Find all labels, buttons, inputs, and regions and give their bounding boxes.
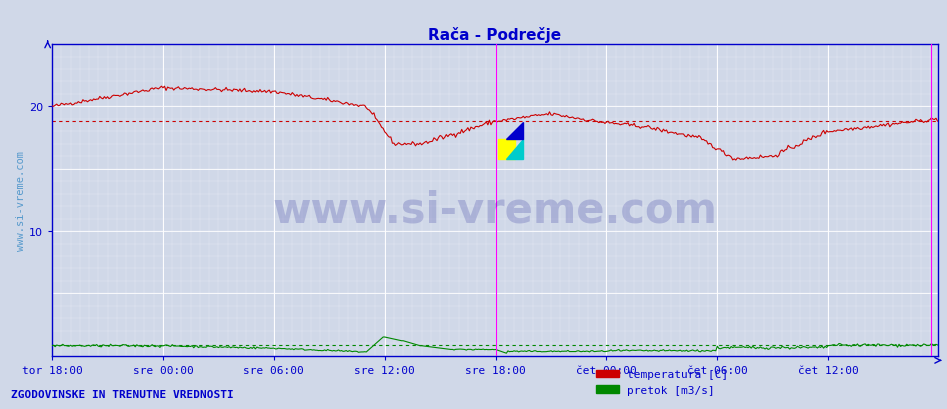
Legend: temperatura [C], pretok [m3/s]: temperatura [C], pretok [m3/s] [592,365,733,399]
Text: ZGODOVINSKE IN TRENUTNE VREDNOSTI: ZGODOVINSKE IN TRENUTNE VREDNOSTI [11,389,234,399]
Y-axis label: www.si-vreme.com: www.si-vreme.com [16,151,27,250]
Title: Rača - Podrečje: Rača - Podrečje [428,27,562,43]
Text: www.si-vreme.com: www.si-vreme.com [273,189,717,231]
